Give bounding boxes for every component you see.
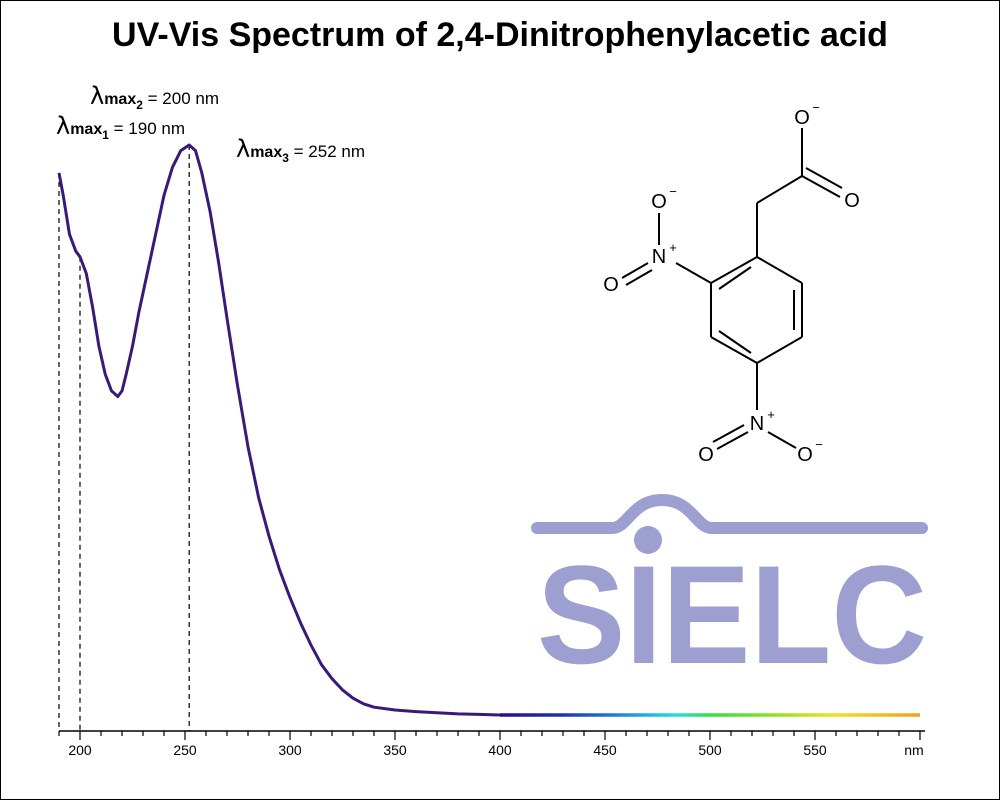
x-tick-label: 500	[698, 742, 722, 758]
x-tick-label: 300	[278, 742, 302, 758]
chart-title: UV-Vis Spectrum of 2,4-Dinitrophenylacet…	[112, 16, 888, 54]
svg-text:λmax3 = 252 nm: λmax3 = 252 nm	[236, 135, 365, 165]
atom-n-nitro1: N	[652, 246, 666, 268]
c-n-bond	[675, 262, 712, 284]
svg-text:λmax1 = 190 nm: λmax1 = 190 nm	[56, 112, 185, 142]
x-tick-label: 450	[593, 742, 617, 758]
sielc-logo-text: SIELC	[537, 536, 927, 693]
x-axis-tick-labels: 200 250 300 350 400 450 500 550	[68, 742, 827, 758]
x-tick-label: 250	[173, 742, 197, 758]
atom-o-carboxyl: O	[844, 190, 860, 212]
atom-o-nitro1: O	[603, 274, 619, 296]
n-o-double-bond	[716, 431, 749, 450]
carboxyl-bond	[756, 175, 803, 204]
ring-inner-bond	[718, 330, 752, 354]
n-o-double-bond	[625, 269, 653, 286]
lambda-symbol: λ	[236, 135, 250, 163]
svg-text:λmax2 = 200 nm: λmax2 = 200 nm	[90, 82, 219, 112]
x-tick-label: 400	[488, 742, 512, 758]
atom-o-minus-carboxylate: O	[794, 107, 810, 129]
charge-plus: +	[669, 240, 677, 255]
c-o-double-bond	[801, 175, 841, 198]
n-o-double-bond	[621, 262, 649, 279]
ring-bond	[710, 336, 758, 364]
molecule-atom-labels: O − O O − N + O N + O O −	[603, 100, 860, 466]
n-o-double-bond	[712, 424, 745, 443]
x-axis-ticks	[58, 731, 921, 740]
x-tick-label: 200	[68, 742, 92, 758]
sielc-logo: SIELC	[531, 493, 928, 693]
charge-minus: −	[812, 100, 820, 115]
atom-o-minus-nitro2: O	[797, 444, 813, 466]
atom-o-nitro2: O	[698, 444, 714, 466]
atom-n-nitro2: N	[750, 413, 764, 435]
c-o-double-bond	[805, 167, 843, 189]
spectrum-curve	[57, 143, 501, 717]
ring-bond	[710, 256, 758, 284]
lambda-symbol: λ	[56, 112, 70, 140]
x-tick-label: 350	[383, 742, 407, 758]
charge-plus: +	[767, 407, 775, 422]
atom-o-minus-nitro1: O	[651, 191, 667, 213]
x-tick-label: 550	[803, 742, 827, 758]
molecule-structure	[621, 128, 843, 450]
lambda-max-3-annotation: λmax3 = 252 nm	[236, 135, 365, 165]
ring-bond	[756, 256, 803, 284]
charge-minus: −	[815, 437, 823, 452]
n-o-minus-bond	[767, 431, 797, 449]
lambda-max-2-annotation: λmax2 = 200 nm	[90, 82, 219, 112]
ring-bond	[756, 336, 803, 364]
lambda-symbol: λ	[90, 82, 104, 110]
charge-minus: −	[669, 184, 677, 199]
lambda-max-markers	[58, 145, 190, 731]
ring-inner-bond	[718, 266, 752, 290]
lambda-max-1-annotation: λmax1 = 190 nm	[56, 112, 185, 142]
x-unit-label: nm	[904, 742, 923, 758]
